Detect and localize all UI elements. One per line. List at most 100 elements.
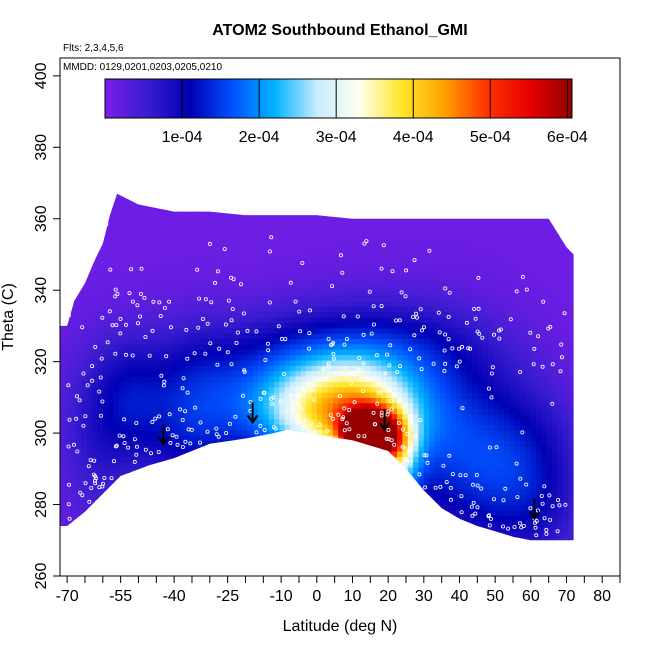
heatmap-cell [439, 461, 446, 468]
heatmap-cell [370, 247, 377, 254]
flights-label: Flts: 2,3,4,5,6 [63, 43, 124, 54]
heatmap-cell [461, 343, 468, 350]
heatmap-cell [311, 290, 318, 297]
heatmap-cell [359, 365, 366, 372]
heatmap-cell [231, 209, 238, 216]
heatmap-cell [140, 392, 147, 398]
heatmap-cell [76, 370, 82, 377]
heatmap-cell [204, 434, 211, 441]
heatmap-cell [466, 408, 473, 415]
heatmap-cell [247, 311, 254, 318]
heatmap-cell [402, 258, 409, 265]
heatmap-cell [509, 306, 516, 313]
sample-point [92, 458, 97, 463]
heatmap-cell [295, 311, 302, 318]
heatmap-cell [541, 365, 548, 372]
heatmap-cell [546, 365, 553, 372]
heatmap-cell [225, 258, 232, 265]
heatmap-cell [364, 209, 371, 216]
heatmap-cell [295, 397, 302, 404]
heatmap-cell [423, 220, 430, 227]
heatmap-cell [386, 258, 393, 265]
heatmap-cell [343, 434, 350, 441]
heatmap-cell [423, 209, 430, 216]
heatmap-cell [177, 204, 184, 211]
heatmap-cell [279, 215, 286, 222]
heatmap-cell [488, 252, 494, 259]
heatmap-cell [568, 392, 574, 398]
heatmap-cell [167, 247, 173, 254]
heatmap-cell [172, 392, 179, 398]
heatmap-cell [557, 499, 564, 506]
heatmap-cell [498, 268, 505, 275]
heatmap-cell [546, 418, 553, 425]
heatmap-cell [322, 317, 329, 323]
heatmap-cell [81, 499, 88, 506]
heatmap-cell [536, 413, 543, 420]
heatmap-cell [279, 381, 286, 388]
heatmap-cell [108, 306, 115, 313]
heatmap-cell [514, 483, 521, 490]
heatmap-cell [113, 338, 120, 345]
heatmap-cell [65, 349, 72, 356]
heatmap-cell [466, 477, 473, 484]
heatmap-cell [471, 300, 478, 307]
heatmap-cell [252, 386, 259, 393]
sample-point [418, 307, 423, 312]
heatmap-cell [530, 306, 537, 313]
heatmap-cell [536, 375, 543, 382]
heatmap-cell [525, 274, 532, 281]
heatmap-cell [129, 467, 136, 473]
heatmap-cell [204, 440, 211, 447]
heatmap-cell [466, 311, 473, 318]
heatmap-cell [552, 515, 559, 522]
heatmap-cell [236, 338, 243, 345]
heatmap-cell [488, 381, 494, 388]
heatmap-cell [568, 322, 574, 329]
heatmap-cell [402, 343, 409, 350]
heatmap-cell [241, 252, 248, 259]
heatmap-cell [92, 252, 99, 259]
heatmap-cell [161, 225, 168, 232]
heatmap-cell [402, 333, 409, 340]
heatmap-cell [150, 359, 157, 366]
heatmap-cell [370, 386, 377, 393]
heatmap-cell [295, 215, 302, 222]
heatmap-cell [546, 252, 553, 259]
heatmap-cell [300, 322, 307, 329]
heatmap-cell [413, 456, 420, 463]
sample-point [355, 367, 360, 372]
heatmap-cell [188, 333, 195, 340]
heatmap-cell [488, 311, 494, 318]
heatmap-cell [450, 322, 457, 329]
heatmap-cell [268, 338, 275, 345]
heatmap-cell [520, 258, 527, 265]
heatmap-cell [150, 338, 157, 345]
heatmap-cell [450, 499, 457, 506]
heatmap-cell [172, 236, 179, 243]
heatmap-cell [322, 386, 329, 393]
heatmap-cell [188, 386, 195, 393]
heatmap-cell [225, 333, 232, 340]
heatmap-cell [311, 258, 318, 265]
heatmap-cell [520, 515, 527, 522]
heatmap-cell [429, 397, 436, 404]
heatmap-cell [118, 333, 125, 340]
heatmap-cell [311, 333, 318, 340]
heatmap-cell [118, 193, 125, 200]
heatmap-cell [514, 413, 521, 420]
heatmap-cell [252, 375, 259, 382]
heatmap-cell [552, 504, 559, 511]
heatmap-cell [322, 359, 329, 366]
heatmap-cell [434, 493, 441, 500]
heatmap-cell [343, 252, 350, 259]
heatmap-cell [413, 236, 420, 243]
heatmap-cell [140, 343, 147, 350]
heatmap-cell [381, 306, 387, 313]
heatmap-cell [514, 327, 521, 334]
heatmap-cell [300, 295, 307, 302]
heatmap-cell [391, 381, 398, 388]
heatmap-cell [568, 370, 574, 377]
heatmap-cell [471, 343, 478, 350]
heatmap-cell [530, 338, 537, 345]
